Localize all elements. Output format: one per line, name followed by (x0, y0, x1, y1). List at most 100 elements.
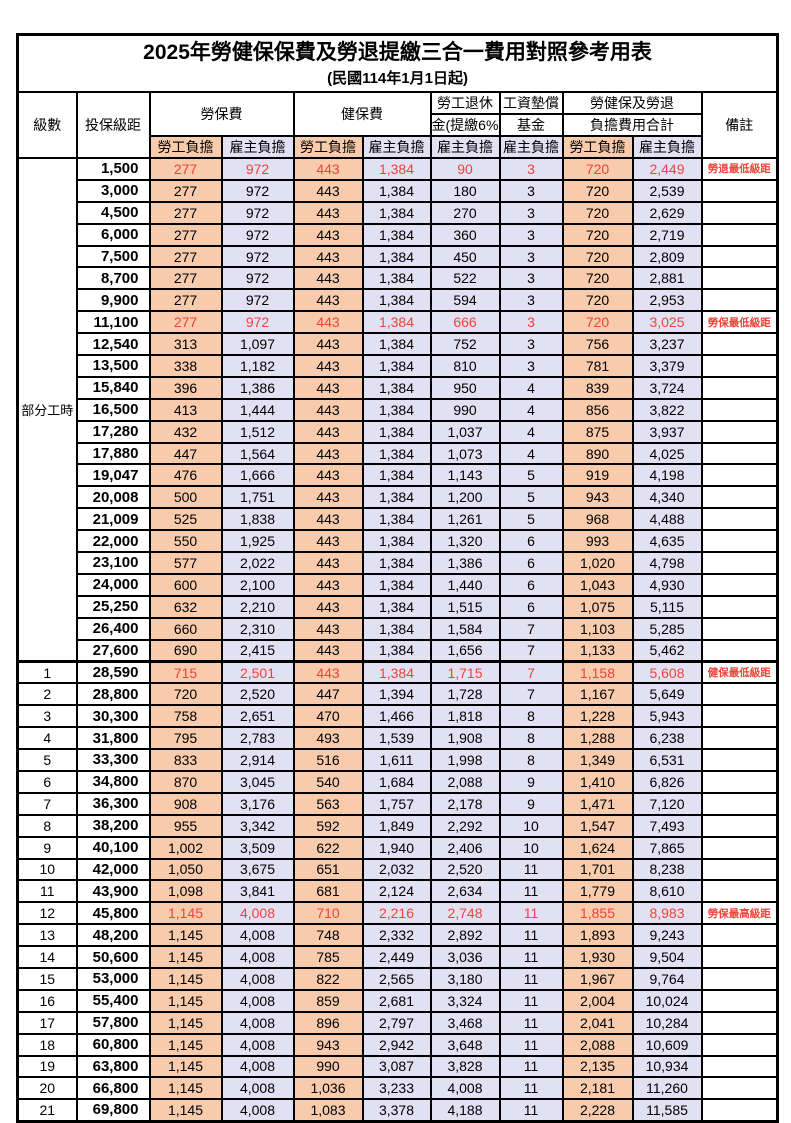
table-body: 部分工時 1,500 277 972 443 1,384 90 3 720 2,449 勞退最低級距… (16, 156, 779, 1123)
bracket-cell: 27,600 (75, 638, 151, 663)
value-cell: 432 (148, 419, 223, 444)
value-cell: 1,103 (561, 616, 634, 641)
value-cell: 413 (148, 397, 223, 422)
bracket-cell: 26,400 (75, 616, 151, 641)
value-cell: 10,934 (631, 1054, 703, 1079)
value-cell: 1,515 (429, 594, 501, 619)
remark-cell (700, 397, 779, 422)
table-row: 2 28,800 720 2,520 447 1,394 1,728 7 1,167 5,649 (16, 682, 779, 707)
remark-cell: 勞保最低級距 (700, 310, 779, 335)
value-cell: 577 (148, 551, 223, 575)
bracket-cell: 8,700 (75, 266, 151, 291)
bracket-cell: 45,800 (75, 901, 151, 926)
bracket-cell: 19,047 (75, 463, 151, 488)
value-cell: 2,748 (429, 901, 501, 926)
value-cell: 1,037 (429, 419, 501, 444)
value-cell: 7,865 (631, 835, 703, 860)
value-cell: 2,406 (429, 835, 501, 860)
value-cell: 1,547 (561, 813, 634, 838)
value-cell: 972 (220, 157, 295, 181)
value-cell: 4,008 (220, 1076, 295, 1101)
col-header-pension-line1: 勞工退休 (429, 91, 501, 115)
header-row-burden: 勞工負擔 雇主負擔 勞工負擔 雇主負擔 雇主負擔 雇主負擔 勞工負擔 雇主負擔 (18, 135, 778, 159)
table-row: 11 43,900 1,098 3,841 681 2,124 2,634 11 1,779 8,… (16, 879, 779, 904)
value-cell: 896 (292, 1010, 364, 1035)
table-row: 6,000 277 972 443 1,384 360 3 720 2,719 (18, 222, 779, 247)
subheader-total-employee: 勞工負擔 (561, 135, 634, 159)
value-cell: 11,260 (631, 1076, 703, 1101)
value-cell: 972 (220, 288, 295, 313)
value-cell: 1,002 (148, 835, 223, 860)
remark-cell (700, 682, 779, 707)
value-cell: 277 (148, 288, 223, 313)
value-cell: 3,468 (429, 1010, 501, 1035)
remark-cell (700, 748, 779, 772)
table-row: 18 60,800 1,145 4,008 943 2,942 3,648 11 2,088 10… (16, 1032, 779, 1057)
remark-cell (700, 923, 779, 948)
value-cell: 1,384 (361, 375, 432, 400)
value-cell: 758 (148, 704, 223, 729)
level-cell: 20 (16, 1076, 78, 1101)
value-cell: 563 (292, 791, 364, 816)
value-cell: 1,940 (361, 835, 432, 860)
value-cell: 972 (220, 266, 295, 291)
value-cell: 3,841 (220, 879, 295, 904)
remark-cell (700, 441, 779, 466)
value-cell: 4,008 (220, 945, 295, 969)
value-cell: 651 (292, 857, 364, 882)
value-cell: 4,008 (429, 1076, 501, 1101)
value-cell: 4,008 (220, 1032, 295, 1057)
value-cell: 908 (148, 791, 223, 816)
value-cell: 10 (498, 813, 564, 838)
bracket-cell: 23,100 (75, 551, 151, 575)
value-cell: 443 (292, 332, 364, 357)
value-cell: 1,684 (361, 769, 432, 794)
value-cell: 443 (292, 397, 364, 422)
title-block: 2025年勞健保保費及勞退提繳三合一費用對照參考用表 (民國114年1月1日起) (16, 33, 779, 93)
value-cell: 1,925 (220, 529, 295, 554)
value-cell: 1,145 (148, 945, 223, 969)
value-cell: 715 (148, 659, 223, 685)
value-cell: 2,881 (631, 266, 703, 291)
value-cell: 3,176 (220, 791, 295, 816)
remark-cell (700, 288, 779, 313)
value-cell: 781 (561, 354, 634, 378)
value-cell: 4,008 (220, 1010, 295, 1035)
col-header-health-insurance: 健保費 (292, 91, 432, 137)
value-cell: 11 (498, 1098, 564, 1123)
bracket-cell: 31,800 (75, 726, 151, 751)
value-cell: 1,624 (561, 835, 634, 860)
value-cell: 7 (498, 682, 564, 707)
remark-cell (700, 222, 779, 247)
value-cell: 1,584 (429, 616, 501, 641)
value-cell: 90 (429, 157, 501, 181)
level-cell: 21 (16, 1098, 78, 1123)
value-cell: 4,008 (220, 923, 295, 948)
table-row: 25,250 632 2,210 443 1,384 1,515 6 1,075 5,115 (18, 594, 779, 619)
value-cell: 338 (148, 354, 223, 378)
value-cell: 1,656 (429, 638, 501, 663)
header-row-group-1: 級數 投保級距 勞保費 健保費 勞工退休 工資墊償 勞健保及勞退 備註 (16, 91, 779, 159)
value-cell: 3 (498, 288, 564, 313)
value-cell: 2,004 (561, 988, 634, 1013)
value-cell: 1,384 (361, 266, 432, 291)
table-row: 4,500 277 972 443 1,384 270 3 720 2,629 (18, 200, 779, 225)
value-cell: 447 (292, 682, 364, 707)
value-cell: 3,036 (429, 945, 501, 969)
remark-cell (700, 463, 779, 488)
level-cell: 11 (16, 879, 78, 904)
value-cell: 277 (148, 157, 223, 181)
value-cell: 1,228 (561, 704, 634, 729)
value-cell: 592 (292, 813, 364, 838)
value-cell: 11 (498, 1032, 564, 1057)
value-cell: 11 (498, 988, 564, 1013)
value-cell: 4,008 (220, 901, 295, 926)
value-cell: 443 (292, 266, 364, 291)
value-cell: 9,504 (631, 945, 703, 969)
value-cell: 277 (148, 178, 223, 203)
value-cell: 2,953 (631, 288, 703, 313)
subheader-labor-employer: 雇主負擔 (220, 135, 295, 159)
remark-cell (700, 988, 779, 1013)
value-cell: 870 (148, 769, 223, 794)
